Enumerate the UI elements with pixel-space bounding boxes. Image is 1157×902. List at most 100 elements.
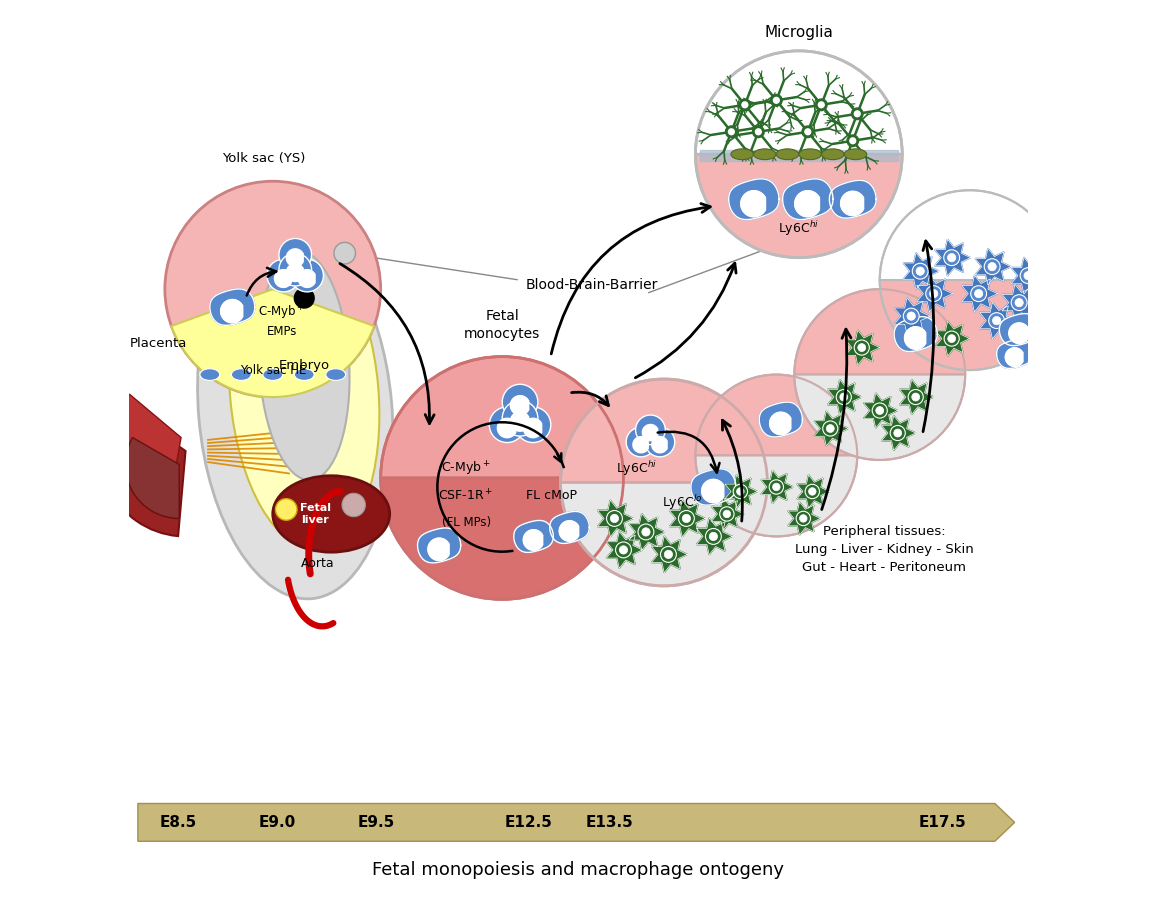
Polygon shape: [670, 500, 706, 537]
Polygon shape: [286, 263, 303, 281]
Circle shape: [893, 429, 901, 437]
Circle shape: [796, 511, 811, 526]
Circle shape: [773, 483, 780, 491]
Text: E13.5: E13.5: [587, 815, 634, 830]
Polygon shape: [629, 513, 665, 550]
Polygon shape: [418, 528, 460, 563]
Circle shape: [294, 289, 315, 308]
Polygon shape: [642, 425, 657, 441]
Wedge shape: [695, 456, 857, 537]
Circle shape: [993, 317, 1001, 325]
Circle shape: [729, 129, 735, 134]
Ellipse shape: [798, 149, 821, 160]
Wedge shape: [381, 356, 624, 478]
Ellipse shape: [753, 149, 776, 160]
Polygon shape: [863, 393, 898, 428]
Circle shape: [610, 514, 619, 522]
Polygon shape: [782, 179, 833, 219]
Ellipse shape: [821, 149, 845, 160]
Circle shape: [771, 95, 782, 106]
Polygon shape: [633, 437, 648, 453]
Circle shape: [290, 259, 324, 292]
Circle shape: [164, 181, 381, 397]
Circle shape: [742, 102, 747, 107]
Ellipse shape: [294, 369, 315, 381]
Polygon shape: [138, 804, 1015, 842]
Text: Ly6C$^{lo}$: Ly6C$^{lo}$: [662, 492, 702, 511]
Circle shape: [606, 511, 622, 527]
Polygon shape: [769, 412, 791, 435]
Polygon shape: [759, 402, 803, 437]
Text: CSF-1R$^+$: CSF-1R$^+$: [439, 488, 494, 503]
Polygon shape: [996, 339, 1032, 368]
Wedge shape: [695, 51, 902, 154]
Circle shape: [944, 331, 959, 346]
Circle shape: [944, 250, 959, 265]
Polygon shape: [523, 419, 541, 437]
Polygon shape: [523, 529, 543, 550]
Circle shape: [515, 407, 551, 443]
Circle shape: [752, 126, 764, 138]
Wedge shape: [171, 290, 374, 397]
Polygon shape: [1002, 284, 1038, 321]
Circle shape: [985, 259, 1000, 274]
Polygon shape: [209, 289, 255, 326]
Ellipse shape: [229, 235, 379, 549]
Polygon shape: [961, 275, 997, 312]
Circle shape: [840, 393, 848, 401]
Polygon shape: [286, 249, 303, 267]
Circle shape: [502, 400, 538, 436]
Text: Yolk sac (YS): Yolk sac (YS): [222, 152, 305, 165]
Ellipse shape: [200, 369, 220, 381]
Ellipse shape: [731, 149, 753, 160]
Circle shape: [823, 421, 838, 436]
Circle shape: [948, 335, 956, 343]
Circle shape: [872, 403, 887, 419]
Circle shape: [912, 393, 920, 401]
Polygon shape: [606, 531, 642, 568]
Circle shape: [799, 515, 808, 522]
Wedge shape: [795, 290, 965, 374]
Circle shape: [489, 407, 525, 443]
Circle shape: [279, 238, 311, 272]
Circle shape: [805, 129, 811, 134]
Polygon shape: [729, 179, 779, 219]
Polygon shape: [761, 470, 794, 503]
Polygon shape: [498, 419, 516, 437]
Circle shape: [818, 102, 824, 107]
Polygon shape: [1005, 348, 1023, 366]
Text: (FL MPs): (FL MPs): [442, 517, 491, 529]
Circle shape: [854, 340, 869, 355]
Polygon shape: [691, 469, 736, 505]
Circle shape: [826, 425, 834, 432]
Circle shape: [837, 390, 852, 405]
Text: Blood-Brain-Barrier: Blood-Brain-Barrier: [525, 278, 658, 291]
Circle shape: [890, 426, 905, 440]
Circle shape: [912, 263, 928, 279]
Wedge shape: [795, 374, 965, 460]
Polygon shape: [904, 253, 939, 290]
Wedge shape: [113, 394, 180, 504]
Polygon shape: [841, 191, 863, 216]
Circle shape: [279, 253, 311, 286]
Polygon shape: [651, 437, 668, 453]
Wedge shape: [101, 402, 185, 536]
Ellipse shape: [273, 475, 390, 552]
Ellipse shape: [231, 369, 251, 381]
Polygon shape: [797, 474, 830, 508]
Circle shape: [852, 108, 863, 120]
Circle shape: [756, 129, 761, 134]
Wedge shape: [695, 154, 902, 258]
Circle shape: [854, 111, 860, 116]
Circle shape: [683, 514, 691, 522]
Polygon shape: [882, 416, 915, 451]
Wedge shape: [879, 190, 1060, 281]
Circle shape: [847, 135, 858, 146]
Circle shape: [1015, 299, 1023, 307]
Polygon shape: [428, 538, 449, 560]
Polygon shape: [815, 411, 848, 446]
Text: Placenta: Placenta: [130, 336, 187, 350]
Polygon shape: [795, 190, 819, 216]
Circle shape: [809, 488, 816, 495]
Polygon shape: [725, 474, 758, 508]
